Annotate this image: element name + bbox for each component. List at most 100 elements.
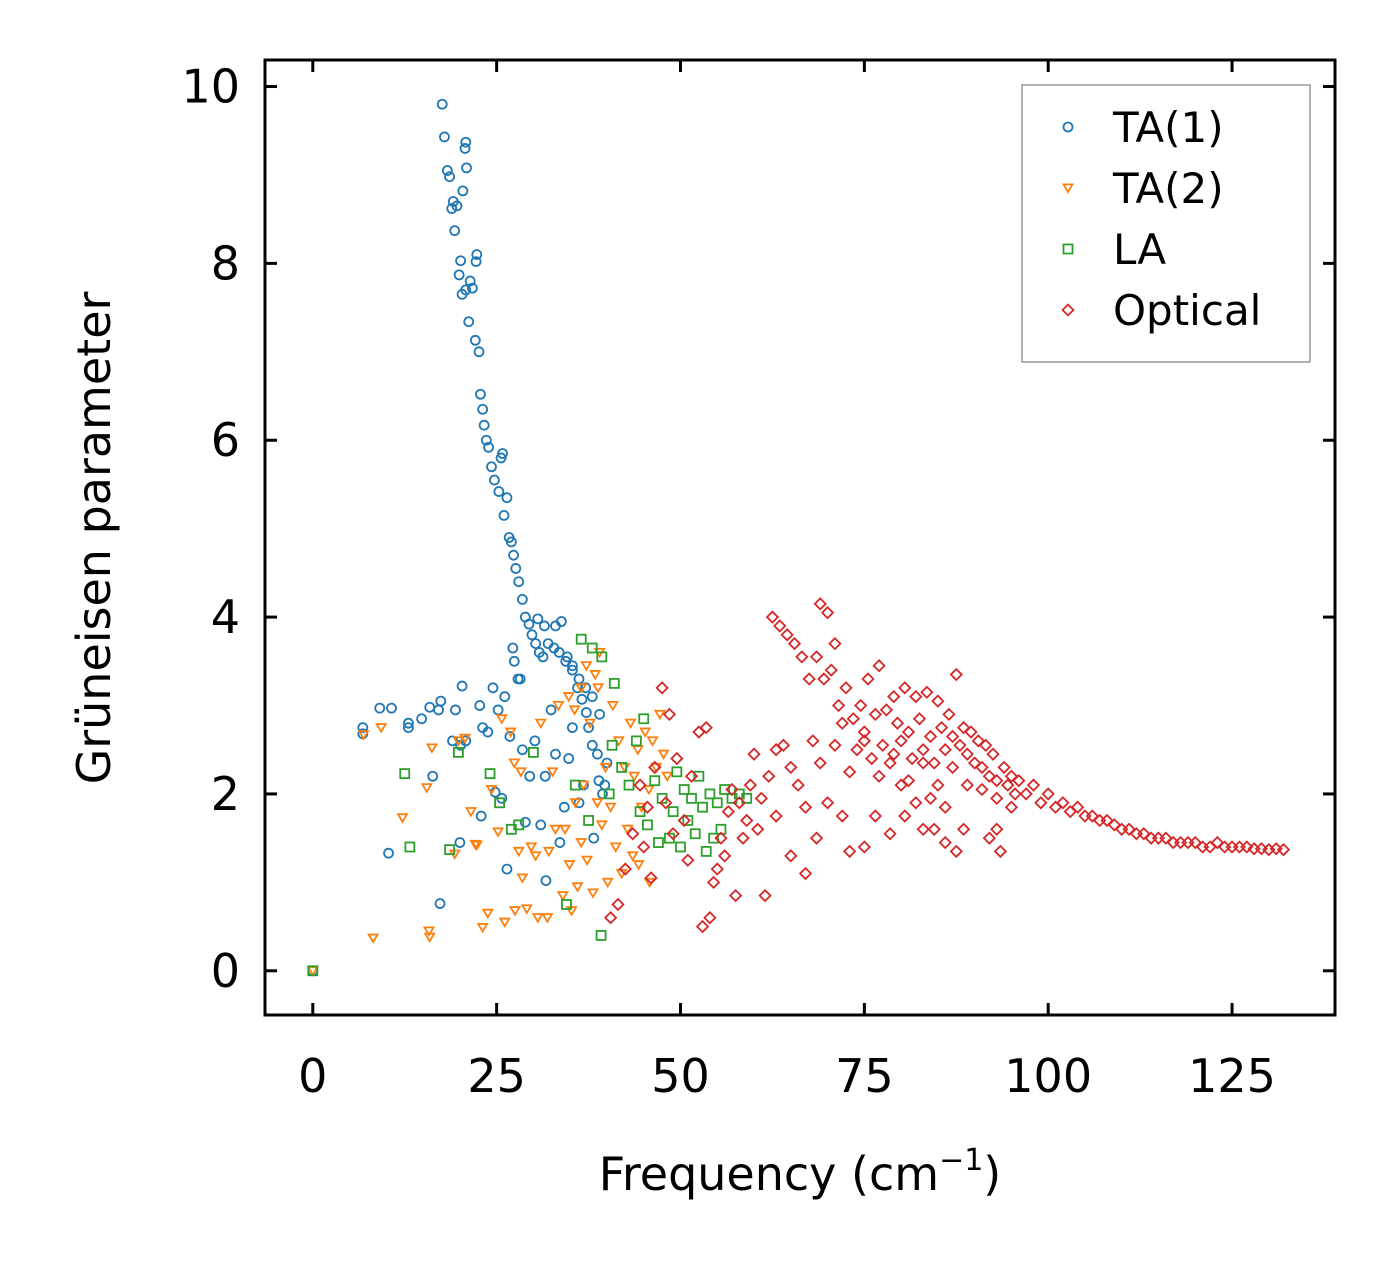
data-point — [537, 651, 549, 663]
data-point — [637, 840, 651, 854]
data-point — [508, 758, 521, 769]
data-point — [569, 779, 581, 791]
data-point — [501, 492, 513, 504]
data-point — [470, 256, 482, 268]
data-point — [427, 770, 439, 782]
data-point — [931, 694, 945, 708]
data-point — [956, 822, 971, 836]
legend-marker — [1061, 303, 1075, 317]
x-tick-label: 100 — [1004, 1049, 1092, 1103]
data-point — [1210, 835, 1225, 850]
data-point — [586, 888, 600, 899]
data-point — [931, 778, 945, 792]
data-point — [403, 717, 414, 729]
data-point — [486, 461, 497, 473]
data-point — [780, 628, 794, 642]
data-point — [638, 713, 650, 725]
data-point — [820, 605, 835, 620]
data-point — [887, 747, 901, 761]
data-point — [916, 743, 930, 757]
data-point — [1151, 831, 1166, 845]
data-point — [982, 769, 997, 783]
data-point — [710, 862, 724, 876]
data-point — [519, 816, 531, 828]
data-point — [776, 738, 791, 752]
data-point — [512, 846, 525, 858]
data-point — [575, 838, 588, 849]
data-point — [588, 832, 600, 844]
data-point — [566, 664, 578, 676]
data-point — [545, 704, 557, 716]
data-point — [436, 98, 448, 110]
data-point — [546, 767, 559, 778]
data-point — [986, 747, 1000, 761]
data-point — [949, 667, 963, 682]
data-point — [1001, 778, 1015, 792]
data-point — [883, 827, 897, 841]
data-point — [451, 200, 463, 212]
data-point — [606, 701, 619, 712]
data-point — [662, 707, 677, 722]
data-point — [787, 636, 802, 651]
data-point — [993, 844, 1008, 859]
data-point — [649, 775, 661, 787]
y-tick-label: 4 — [211, 590, 240, 644]
data-point — [741, 792, 753, 804]
data-point — [975, 760, 989, 775]
data-point — [982, 831, 997, 845]
data-point — [675, 841, 686, 853]
data-point — [608, 678, 620, 689]
data-point — [704, 788, 716, 800]
data-point — [586, 691, 598, 703]
data-point — [868, 809, 883, 823]
y-tick-label: 2 — [211, 767, 240, 821]
data-point — [846, 712, 860, 726]
data-point — [979, 738, 993, 752]
data-point — [483, 441, 494, 453]
data-point — [452, 736, 465, 747]
data-point — [975, 782, 989, 797]
data-point — [475, 388, 486, 400]
legend-label: Optical — [1113, 286, 1261, 335]
data-point — [420, 783, 433, 794]
data-point — [446, 203, 458, 214]
data-point — [374, 702, 386, 714]
data-point — [661, 771, 674, 783]
data-point — [307, 965, 319, 977]
data-point — [485, 785, 498, 796]
data-point — [967, 756, 982, 770]
data-point — [639, 727, 652, 738]
data-point — [990, 773, 1004, 788]
data-point — [857, 840, 872, 854]
data-point — [1232, 840, 1247, 854]
data-point — [740, 813, 754, 828]
data-point — [357, 730, 370, 741]
data-point — [583, 718, 597, 730]
legend-entry: TA(2) — [1061, 164, 1224, 213]
data-point — [566, 722, 578, 734]
data-point — [920, 685, 934, 699]
data-point — [453, 746, 464, 758]
data-point — [494, 797, 505, 809]
data-point — [909, 689, 923, 704]
data-point — [508, 906, 522, 917]
data-point — [887, 689, 901, 704]
data-point — [416, 713, 428, 725]
data-point — [540, 875, 552, 886]
data-point — [529, 851, 542, 862]
data-point — [626, 827, 640, 841]
data-point — [938, 835, 952, 850]
data-point — [516, 744, 528, 756]
data-point — [480, 434, 492, 446]
data-point — [765, 610, 780, 624]
data-point — [990, 791, 1004, 806]
data-point — [1004, 800, 1019, 814]
data-point — [769, 809, 783, 823]
data-point — [686, 792, 697, 804]
data-point — [953, 738, 967, 752]
data-point — [732, 796, 747, 810]
data-point — [653, 837, 664, 848]
data-point — [640, 800, 655, 814]
data-point — [644, 871, 658, 885]
data-point — [642, 819, 653, 831]
